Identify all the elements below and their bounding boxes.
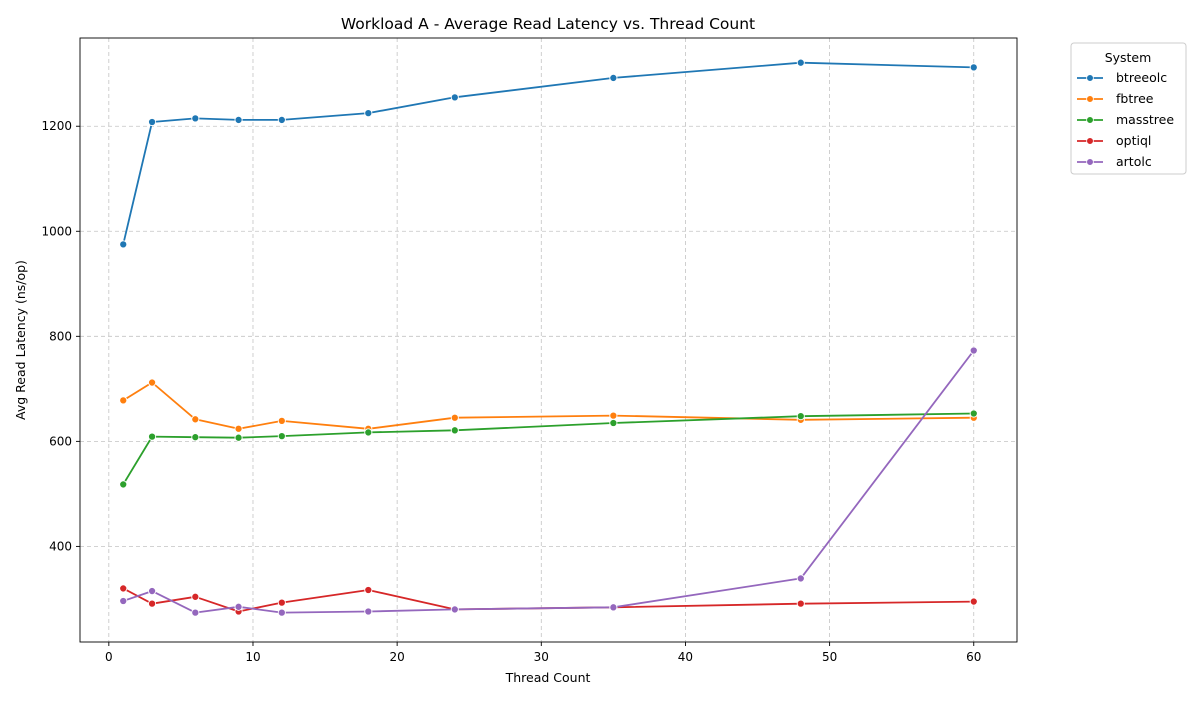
y-axis-label: Avg Read Latency (ns/op)	[13, 260, 28, 420]
y-tick-label: 400	[49, 539, 72, 553]
data-point-btreeolc	[148, 117, 157, 127]
data-point-fbtree	[450, 413, 459, 422]
series-line-masstree	[122, 412, 975, 486]
y-tick-label: 800	[49, 329, 72, 343]
data-point-masstree	[277, 432, 286, 441]
series-masstree	[119, 409, 978, 489]
data-point-artolc	[191, 608, 200, 617]
data-point-optiql	[119, 584, 128, 593]
legend-marker	[1086, 95, 1094, 103]
data-point-btreeolc	[364, 109, 373, 118]
data-point-artolc	[364, 607, 373, 616]
legend-item-artolc: artolc	[1077, 154, 1152, 169]
data-point-btreeolc	[119, 240, 128, 249]
data-point-optiql	[969, 597, 978, 606]
data-point-masstree	[234, 433, 243, 442]
legend-items: btreeolc fbtree masstree optiql artolc	[1077, 70, 1174, 169]
legend-item-btreeolc: btreeolc	[1077, 70, 1167, 85]
y-tick-label: 1000	[41, 224, 72, 238]
data-point-optiql	[364, 585, 373, 595]
data-point-fbtree	[191, 415, 200, 424]
legend-item-masstree: masstree	[1077, 112, 1174, 127]
data-point-fbtree	[609, 411, 618, 420]
legend-marker	[1086, 74, 1094, 82]
legend-label: masstree	[1116, 112, 1174, 127]
data-point-artolc	[148, 587, 157, 596]
data-point-masstree	[969, 409, 978, 418]
data-point-masstree	[609, 418, 618, 428]
legend: System btreeolc fbtree masstree optiql artol…	[1070, 42, 1187, 175]
legend-item-fbtree: fbtree	[1077, 91, 1154, 106]
legend-label: fbtree	[1116, 91, 1154, 106]
data-point-masstree	[148, 432, 157, 441]
data-point-fbtree	[148, 378, 157, 387]
series-line-artolc	[122, 349, 975, 614]
data-point-artolc	[234, 602, 243, 611]
data-point-fbtree	[234, 424, 243, 433]
x-tick-label: 50	[822, 650, 837, 664]
data-point-artolc	[119, 596, 128, 606]
series-btreeolc	[119, 58, 978, 249]
x-tick-label: 40	[678, 650, 693, 664]
legend-item-optiql: optiql	[1077, 133, 1151, 148]
series-line-optiql	[122, 587, 975, 613]
data-point-optiql	[191, 592, 200, 601]
data-point-btreeolc	[277, 115, 286, 124]
data-point-artolc	[796, 574, 805, 583]
series-fbtree	[119, 378, 978, 433]
data-point-optiql	[148, 599, 157, 608]
data-point-artolc	[277, 608, 286, 617]
data-point-masstree	[450, 426, 459, 435]
data-point-btreeolc	[969, 63, 978, 72]
legend-title: System	[1105, 50, 1152, 65]
x-tick-label: 60	[966, 650, 981, 664]
data-point-btreeolc	[796, 58, 805, 67]
data-point-fbtree	[277, 416, 286, 425]
data-point-btreeolc	[191, 114, 200, 123]
chart-title: Workload A - Average Read Latency vs. Th…	[341, 15, 755, 33]
legend-marker	[1086, 137, 1094, 145]
legend-label: btreeolc	[1116, 70, 1167, 85]
series-line-btreeolc	[122, 61, 975, 246]
y-tick-label: 1200	[41, 119, 72, 133]
x-tick-label: 0	[105, 650, 113, 664]
data-point-fbtree	[119, 396, 128, 405]
x-axis-label: Thread Count	[505, 670, 591, 685]
series-artolc	[119, 346, 978, 617]
x-tick-label: 30	[534, 650, 549, 664]
legend-label: artolc	[1116, 154, 1152, 169]
grid-lines	[80, 38, 1017, 642]
axis-ticks: 0 10 20 30 40 50 60 400 600 800 1000 1200	[41, 119, 981, 664]
plot-area-frame	[79, 37, 1018, 643]
series-line-fbtree	[122, 381, 975, 430]
data-point-optiql	[796, 599, 805, 608]
data-point-optiql	[277, 598, 286, 607]
data-series	[119, 58, 978, 617]
data-point-artolc	[969, 346, 978, 355]
legend-label: optiql	[1116, 133, 1151, 148]
data-point-artolc	[450, 605, 459, 614]
data-point-btreeolc	[450, 93, 459, 102]
data-point-artolc	[609, 603, 618, 612]
x-tick-label: 20	[389, 650, 404, 664]
legend-marker	[1086, 158, 1094, 166]
data-point-btreeolc	[609, 73, 618, 82]
data-point-masstree	[119, 480, 128, 489]
data-point-masstree	[191, 433, 200, 442]
y-tick-label: 600	[49, 434, 72, 448]
x-tick-label: 10	[245, 650, 260, 664]
data-point-masstree	[364, 428, 373, 437]
data-point-btreeolc	[234, 115, 243, 124]
legend-marker	[1086, 116, 1094, 124]
data-point-masstree	[796, 412, 805, 421]
